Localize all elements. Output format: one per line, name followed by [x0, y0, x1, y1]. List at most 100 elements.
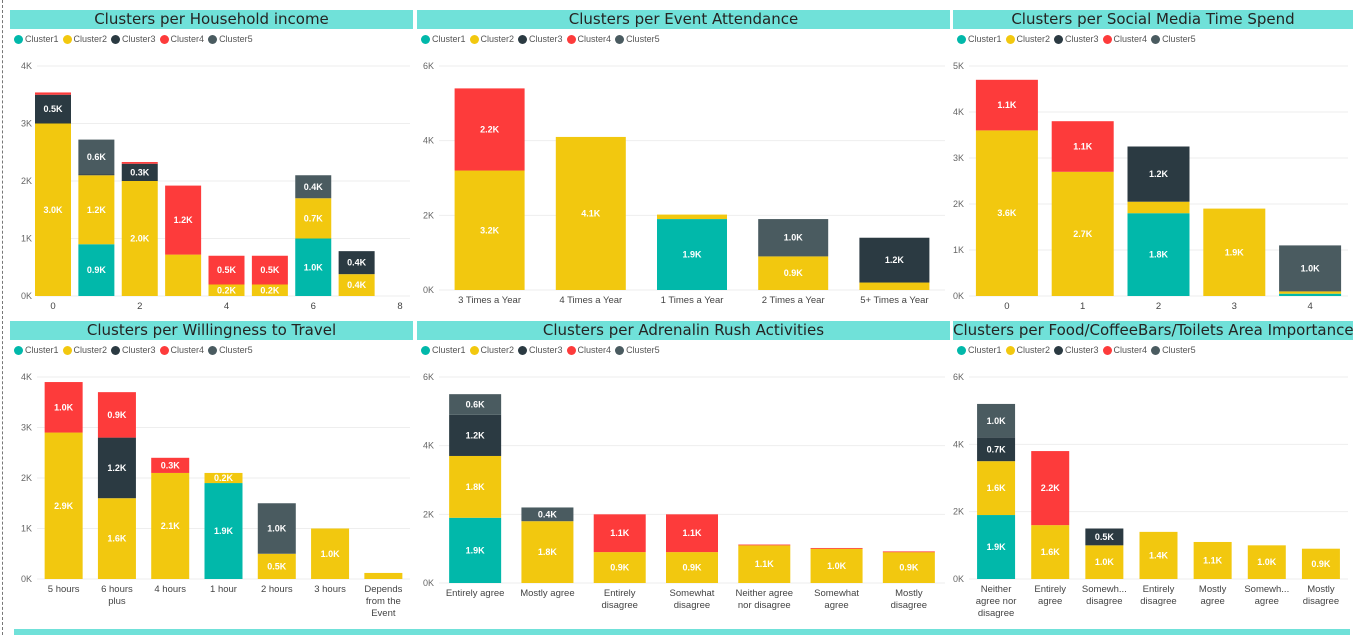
- bar-segment[interactable]: [449, 455, 502, 518]
- household-income-chart-panel[interactable]: Clusters per Household income Cluster1 Cl…: [10, 10, 413, 318]
- bar-segment[interactable]: [593, 552, 646, 583]
- legend-item[interactable]: Cluster4: [566, 34, 611, 44]
- bar-segment[interactable]: [593, 514, 646, 553]
- legend-item[interactable]: Cluster1: [421, 345, 466, 355]
- legend-item[interactable]: Cluster2: [469, 34, 514, 44]
- bar-segment[interactable]: [449, 414, 502, 456]
- bar-segment[interactable]: [859, 237, 930, 283]
- bar-segment[interactable]: [257, 503, 296, 554]
- bar-segment[interactable]: [738, 545, 791, 583]
- bar-segment[interactable]: [521, 521, 574, 583]
- bar-segment[interactable]: [810, 547, 863, 549]
- bar-segment[interactable]: [882, 552, 935, 583]
- bar-segment[interactable]: [882, 551, 935, 553]
- bar-segment[interactable]: [121, 181, 158, 296]
- bar-segment[interactable]: [204, 472, 243, 484]
- bar-segment[interactable]: [151, 457, 190, 473]
- bar-segment[interactable]: [311, 528, 350, 580]
- bar-segment[interactable]: [97, 392, 136, 438]
- bar-segment[interactable]: [449, 394, 502, 415]
- chart-legend[interactable]: Cluster1 Cluster2 Cluster3 Cluster4 Cluster5: [14, 343, 257, 357]
- legend-item[interactable]: Cluster3: [518, 34, 563, 44]
- legend-item[interactable]: Cluster2: [62, 345, 107, 355]
- bar-segment[interactable]: [251, 284, 288, 297]
- legend-item[interactable]: Cluster3: [111, 345, 156, 355]
- legend-item[interactable]: Cluster3: [518, 345, 563, 355]
- legend-item[interactable]: Cluster5: [208, 34, 253, 44]
- legend-item[interactable]: Cluster1: [957, 345, 1002, 355]
- bar-segment[interactable]: [35, 92, 71, 95]
- bar-segment[interactable]: [859, 282, 930, 290]
- legend-item[interactable]: Cluster2: [1005, 345, 1050, 355]
- bar-segment[interactable]: [208, 255, 245, 285]
- bar-segment[interactable]: [975, 79, 1038, 131]
- chart-legend[interactable]: Cluster1 Cluster2 Cluster3 Cluster4 Cluster5: [957, 32, 1200, 46]
- event-attendance-chart-panel[interactable]: Clusters per Event Attendance Cluster1 Cl…: [417, 10, 950, 318]
- bar-segment[interactable]: [1051, 121, 1114, 172]
- legend-item[interactable]: Cluster5: [1151, 345, 1196, 355]
- bar-segment[interactable]: [1139, 531, 1178, 579]
- bar-segment[interactable]: [449, 517, 502, 583]
- bar-segment[interactable]: [666, 552, 718, 583]
- bar-segment[interactable]: [151, 472, 190, 579]
- bar-segment[interactable]: [1031, 451, 1070, 526]
- bar-segment[interactable]: [521, 507, 574, 522]
- bar-segment[interactable]: [1031, 525, 1070, 579]
- bar-segment[interactable]: [295, 175, 332, 199]
- legend-item[interactable]: Cluster4: [566, 345, 611, 355]
- bar-segment[interactable]: [1127, 146, 1190, 202]
- legend-item[interactable]: Cluster4: [159, 34, 204, 44]
- bar-segment[interactable]: [1279, 291, 1342, 294]
- bar-segment[interactable]: [35, 94, 71, 124]
- social-media-bar-chart[interactable]: 0K 1K 2K 3K 4K 5K 0 1 2 3 4 3.6K 1.1K 2.7K 1.1K 1.8K 1.2…: [953, 10, 1353, 318]
- legend-item[interactable]: Cluster1: [14, 345, 59, 355]
- bar-segment[interactable]: [1279, 293, 1342, 296]
- bar-segment[interactable]: [121, 163, 158, 181]
- bar-segment[interactable]: [35, 123, 71, 297]
- bar-segment[interactable]: [977, 515, 1016, 579]
- bar-segment[interactable]: [97, 437, 136, 499]
- bar-segment[interactable]: [977, 461, 1016, 516]
- bar-segment[interactable]: [1193, 541, 1232, 579]
- bar-segment[interactable]: [251, 255, 288, 285]
- chart-legend[interactable]: Cluster1 Cluster2 Cluster3 Cluster4 Cluster5: [957, 343, 1200, 357]
- bar-segment[interactable]: [1127, 201, 1190, 214]
- bar-segment[interactable]: [257, 553, 296, 579]
- adrenalin-rush-bar-chart[interactable]: 0K 2K 4K 6K Entirely agree Mostly agree Entire…: [417, 321, 950, 629]
- bar-segment[interactable]: [208, 284, 245, 297]
- bar-segment[interactable]: [44, 382, 83, 433]
- bar-segment[interactable]: [1127, 213, 1190, 296]
- legend-item[interactable]: Cluster3: [1054, 34, 1099, 44]
- household-income-bar-chart[interactable]: 0K 1K 2K 3K 4K 0 2 4 6 8 3.0K 0.5K 0.9K 1.2K 0.6K 2.0K 0…: [10, 10, 413, 318]
- bar-segment[interactable]: [1085, 528, 1124, 546]
- bar-segment[interactable]: [338, 251, 375, 275]
- bar-segment[interactable]: [364, 572, 403, 579]
- legend-item[interactable]: Cluster4: [1102, 34, 1147, 44]
- bar-segment[interactable]: [97, 498, 136, 579]
- bar-segment[interactable]: [977, 437, 1016, 462]
- bar-segment[interactable]: [810, 548, 863, 583]
- bar-segment[interactable]: [338, 274, 375, 296]
- bar-segment[interactable]: [977, 403, 1016, 438]
- bar-segment[interactable]: [165, 254, 202, 296]
- adrenalin-rush-chart-panel[interactable]: Clusters per Adrenalin Rush Activities C…: [417, 321, 950, 629]
- chart-legend[interactable]: Cluster1 Cluster2 Cluster3 Cluster4 Cluster5: [421, 343, 664, 357]
- bar-segment[interactable]: [44, 432, 83, 579]
- bar-segment[interactable]: [295, 198, 332, 239]
- legend-item[interactable]: Cluster3: [111, 34, 156, 44]
- bar-segment[interactable]: [78, 175, 115, 245]
- bar-segment[interactable]: [78, 244, 115, 296]
- legend-item[interactable]: Cluster2: [1005, 34, 1050, 44]
- bar-segment[interactable]: [1301, 548, 1340, 579]
- bar-segment[interactable]: [1085, 545, 1124, 579]
- bar-segment[interactable]: [758, 219, 829, 257]
- bar-segment[interactable]: [657, 214, 727, 220]
- bar-segment[interactable]: [204, 483, 243, 579]
- legend-item[interactable]: Cluster5: [208, 345, 253, 355]
- bar-segment[interactable]: [454, 170, 525, 290]
- bar-segment[interactable]: [758, 256, 829, 290]
- legend-item[interactable]: Cluster3: [1054, 345, 1099, 355]
- bar-segment[interactable]: [78, 139, 115, 175]
- legend-item[interactable]: Cluster5: [1151, 34, 1196, 44]
- legend-item[interactable]: Cluster4: [159, 345, 204, 355]
